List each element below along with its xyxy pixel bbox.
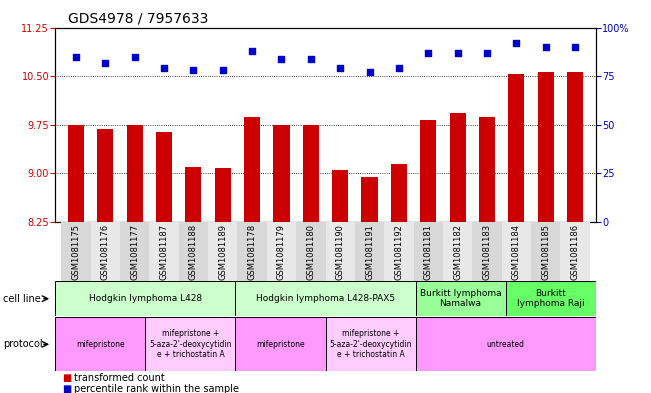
Text: GSM1081181: GSM1081181	[424, 224, 433, 280]
Text: cell line: cell line	[3, 294, 41, 304]
Bar	[502, 222, 531, 281]
Bar	[531, 222, 561, 281]
Point	[511, 40, 521, 46]
Text: percentile rank within the sample: percentile rank within the sample	[74, 384, 238, 393]
Bar	[208, 222, 238, 281]
Point	[130, 53, 140, 60]
Text: untreated: untreated	[486, 340, 525, 349]
Bar	[178, 222, 208, 281]
Point	[570, 44, 580, 50]
Bar	[332, 169, 348, 222]
Bar	[420, 119, 436, 222]
Point	[335, 65, 346, 72]
Bar	[145, 317, 236, 371]
Bar	[391, 164, 407, 222]
Text: GSM1081176: GSM1081176	[101, 224, 110, 280]
Text: GSM1081179: GSM1081179	[277, 224, 286, 280]
Bar	[538, 72, 554, 222]
Bar	[215, 168, 231, 222]
Text: GSM1081184: GSM1081184	[512, 224, 521, 280]
Text: GSM1081182: GSM1081182	[453, 224, 462, 280]
Point	[100, 59, 111, 66]
Text: GSM1081188: GSM1081188	[189, 224, 198, 280]
Text: mifepristone: mifepristone	[256, 340, 305, 349]
Text: GSM1081191: GSM1081191	[365, 224, 374, 280]
Bar	[415, 317, 596, 371]
Bar	[97, 129, 113, 222]
Bar	[303, 125, 319, 222]
Point	[423, 50, 434, 56]
Bar	[567, 72, 583, 222]
Bar	[355, 222, 384, 281]
Bar	[236, 281, 415, 316]
Text: GSM1081185: GSM1081185	[541, 224, 550, 280]
Bar	[120, 222, 149, 281]
Text: Hodgkin lymphoma L428: Hodgkin lymphoma L428	[89, 294, 202, 303]
Text: mifepristone: mifepristone	[76, 340, 125, 349]
Bar	[90, 222, 120, 281]
Bar	[238, 222, 267, 281]
Bar	[506, 281, 596, 316]
Bar	[326, 317, 415, 371]
Bar	[479, 117, 495, 222]
Text: ■: ■	[62, 384, 71, 393]
Bar	[384, 222, 413, 281]
Bar	[415, 281, 506, 316]
Text: GSM1081187: GSM1081187	[159, 224, 169, 280]
Bar	[186, 167, 201, 222]
Point	[365, 69, 375, 75]
Point	[188, 67, 199, 73]
Text: protocol: protocol	[3, 339, 43, 349]
Text: mifepristone +
5-aza-2'-deoxycytidin
e + trichostatin A: mifepristone + 5-aza-2'-deoxycytidin e +…	[149, 329, 232, 359]
Bar	[296, 222, 326, 281]
Text: mifepristone +
5-aza-2'-deoxycytidin
e + trichostatin A: mifepristone + 5-aza-2'-deoxycytidin e +…	[329, 329, 412, 359]
Bar	[561, 222, 590, 281]
Bar	[236, 317, 326, 371]
Text: Burkitt lymphoma
Namalwa: Burkitt lymphoma Namalwa	[420, 289, 501, 309]
Point	[452, 50, 463, 56]
Point	[394, 65, 404, 72]
Text: Hodgkin lymphoma L428-PAX5: Hodgkin lymphoma L428-PAX5	[256, 294, 395, 303]
Bar	[149, 222, 178, 281]
Bar	[413, 222, 443, 281]
Point	[217, 67, 228, 73]
Bar	[55, 281, 236, 316]
Bar	[361, 177, 378, 222]
Bar	[244, 117, 260, 222]
Text: GSM1081192: GSM1081192	[395, 224, 404, 280]
Text: GSM1081183: GSM1081183	[482, 224, 492, 280]
Text: GDS4978 / 7957633: GDS4978 / 7957633	[68, 11, 209, 26]
Text: GSM1081190: GSM1081190	[336, 224, 344, 280]
Text: Burkitt
lymphoma Raji: Burkitt lymphoma Raji	[517, 289, 585, 309]
Text: ■: ■	[62, 373, 71, 383]
Text: GSM1081180: GSM1081180	[307, 224, 315, 280]
Text: GSM1081189: GSM1081189	[218, 224, 227, 280]
Bar	[267, 222, 296, 281]
Bar	[443, 222, 473, 281]
Point	[305, 55, 316, 62]
Point	[159, 65, 169, 72]
Bar	[61, 222, 90, 281]
Point	[276, 55, 286, 62]
Text: GSM1081186: GSM1081186	[571, 224, 579, 280]
Bar	[55, 317, 145, 371]
Bar	[273, 125, 290, 222]
Bar	[450, 113, 465, 222]
Point	[540, 44, 551, 50]
Text: GSM1081177: GSM1081177	[130, 224, 139, 280]
Bar	[68, 125, 84, 222]
Text: GSM1081178: GSM1081178	[247, 224, 256, 280]
Bar	[473, 222, 502, 281]
Bar	[126, 125, 143, 222]
Bar	[508, 73, 525, 222]
Bar	[326, 222, 355, 281]
Point	[71, 53, 81, 60]
Point	[482, 50, 492, 56]
Text: transformed count: transformed count	[74, 373, 164, 383]
Text: GSM1081175: GSM1081175	[72, 224, 80, 280]
Point	[247, 48, 257, 54]
Bar	[156, 132, 172, 222]
